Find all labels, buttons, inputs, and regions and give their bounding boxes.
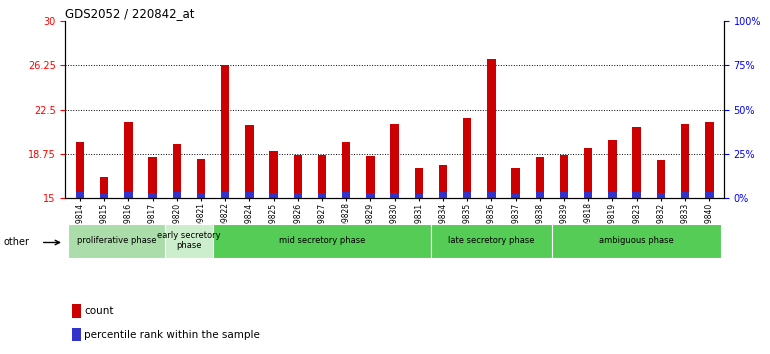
Bar <box>367 156 375 198</box>
Text: percentile rank within the sample: percentile rank within the sample <box>84 330 259 339</box>
Bar <box>552 224 721 258</box>
Bar <box>632 127 641 198</box>
Bar <box>608 192 617 198</box>
Bar <box>463 192 471 198</box>
Bar <box>705 121 714 198</box>
Bar <box>318 193 326 198</box>
Bar <box>245 125 253 198</box>
Bar <box>172 144 181 198</box>
Bar <box>75 192 84 198</box>
Bar <box>560 192 568 198</box>
Bar <box>68 224 165 258</box>
Text: GDS2052 / 220842_at: GDS2052 / 220842_at <box>65 7 195 20</box>
Bar <box>390 124 399 198</box>
Bar <box>536 157 544 198</box>
Bar <box>560 155 568 198</box>
Bar <box>705 192 714 198</box>
Bar <box>72 304 81 318</box>
Bar <box>270 193 278 198</box>
Bar <box>632 192 641 198</box>
Text: early secretory
phase: early secretory phase <box>157 231 221 250</box>
Text: ambiguous phase: ambiguous phase <box>599 236 674 245</box>
Bar <box>124 121 132 198</box>
Bar <box>197 159 206 198</box>
Bar <box>511 167 520 198</box>
Text: mid secretory phase: mid secretory phase <box>279 236 365 245</box>
Bar <box>245 192 253 198</box>
Bar <box>75 142 84 198</box>
Bar <box>318 155 326 198</box>
Bar <box>511 194 520 198</box>
Bar <box>149 193 157 198</box>
Bar <box>100 177 109 198</box>
Bar <box>657 193 665 198</box>
Bar <box>342 192 350 198</box>
Bar <box>213 224 431 258</box>
Text: proliferative phase: proliferative phase <box>76 236 156 245</box>
Bar <box>536 192 544 198</box>
Bar <box>197 193 206 198</box>
Bar <box>431 224 552 258</box>
Bar <box>487 192 496 198</box>
Bar <box>439 165 447 198</box>
Bar <box>72 328 81 341</box>
Bar <box>439 192 447 198</box>
Bar <box>221 192 229 198</box>
Bar <box>463 118 471 198</box>
Bar <box>608 141 617 198</box>
Bar <box>414 167 423 198</box>
Bar <box>221 65 229 198</box>
Bar <box>681 124 689 198</box>
Bar <box>342 142 350 198</box>
Bar <box>149 157 157 198</box>
Bar <box>414 194 423 198</box>
Bar <box>172 192 181 198</box>
Bar <box>367 193 375 198</box>
Bar <box>681 192 689 198</box>
Bar <box>100 194 109 198</box>
Text: other: other <box>4 238 30 247</box>
Bar <box>657 160 665 198</box>
Bar <box>270 151 278 198</box>
Bar <box>584 148 592 198</box>
Bar <box>124 192 132 198</box>
Bar <box>293 155 302 198</box>
Bar <box>293 193 302 198</box>
Bar <box>487 59 496 198</box>
Bar <box>584 192 592 198</box>
Text: late secretory phase: late secretory phase <box>448 236 534 245</box>
Text: count: count <box>84 306 113 316</box>
Bar <box>165 224 213 258</box>
Bar <box>390 193 399 198</box>
